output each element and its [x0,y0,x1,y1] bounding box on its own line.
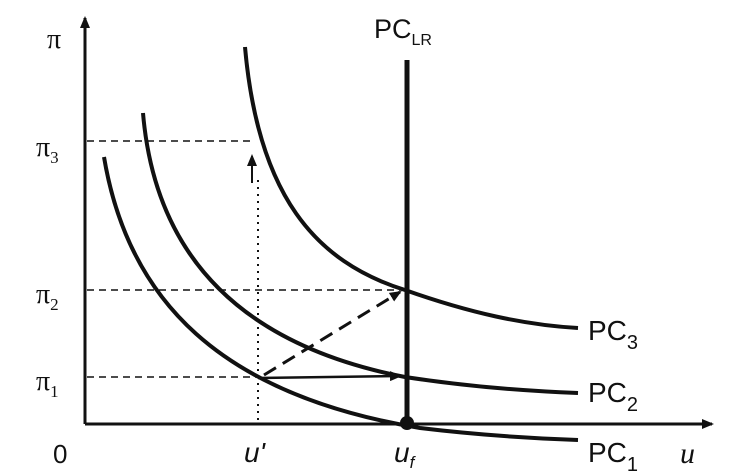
diagonal-dashed-arrow [263,290,402,377]
pc1-label: PC1 [588,437,638,474]
pc3-label: PC3 [588,315,638,354]
pc2-curve [141,112,579,395]
y-axis-label: π [47,24,61,55]
pc2-label: PC2 [588,377,638,416]
uf-label: uf [394,437,417,472]
horizontal-arrow [257,371,402,382]
natural-rate-point [400,416,414,430]
pi3-label: π3 [36,132,59,167]
x-axis-label: u [680,437,695,470]
pc1-curve [102,156,579,442]
pclr-label: PCLR [374,14,432,49]
pi1-label: π1 [36,366,59,401]
pi2-label: π2 [36,279,59,314]
u-prime-label: u' [244,437,267,468]
pc3-curve [243,46,579,330]
origin-label: 0 [53,439,67,469]
